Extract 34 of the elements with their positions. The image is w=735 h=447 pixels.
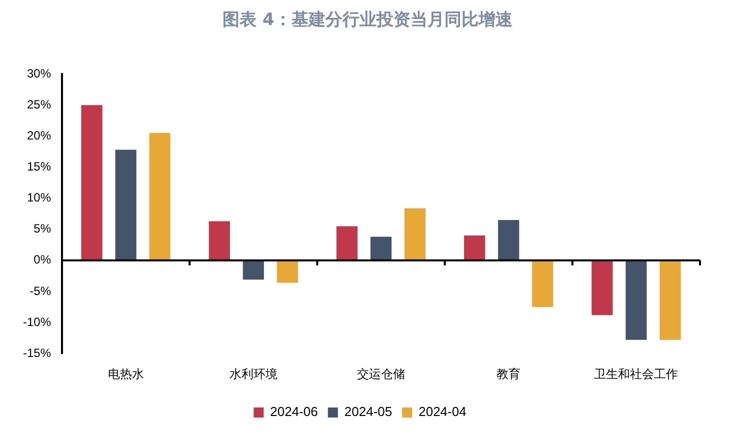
bar <box>464 236 486 260</box>
bar <box>370 236 392 260</box>
bar <box>276 260 298 283</box>
x-tick-label: 交运仓储 <box>357 367 406 382</box>
y-tick-label: -15% <box>23 346 52 360</box>
x-tick-label: 电热水 <box>108 367 144 382</box>
y-tick-label: 25% <box>26 97 52 112</box>
x-tick-label: 卫生和社会工作 <box>594 367 678 382</box>
bar <box>532 260 554 307</box>
y-tick-label: 10% <box>26 190 52 205</box>
legend-label: 2024-05 <box>344 404 392 420</box>
bar <box>242 260 264 280</box>
bar <box>660 260 681 340</box>
y-tick-label: 20% <box>26 128 52 142</box>
chart-title: 图表 4：基建分行业投资当月同比增速 <box>222 9 514 32</box>
bar <box>498 220 520 260</box>
bar <box>208 221 230 260</box>
bar <box>404 208 426 260</box>
bar <box>592 260 613 316</box>
legend-label: 2024-06 <box>270 404 318 420</box>
y-tick-label: 0% <box>34 252 52 267</box>
x-tick-label: 教育 <box>496 367 521 382</box>
y-tick-label: 15% <box>26 160 52 174</box>
bar <box>81 105 102 260</box>
y-tick-label: 30% <box>26 66 52 80</box>
legend-label: 2024-04 <box>418 404 466 420</box>
bar <box>149 133 170 260</box>
y-tick-label: -5% <box>30 284 52 298</box>
bar <box>336 226 358 260</box>
y-tick-label: 5% <box>34 222 52 236</box>
x-tick-label: 水利环境 <box>229 367 278 382</box>
y-tick-label: -10% <box>23 314 52 329</box>
bar <box>626 260 647 340</box>
bar <box>115 150 136 260</box>
